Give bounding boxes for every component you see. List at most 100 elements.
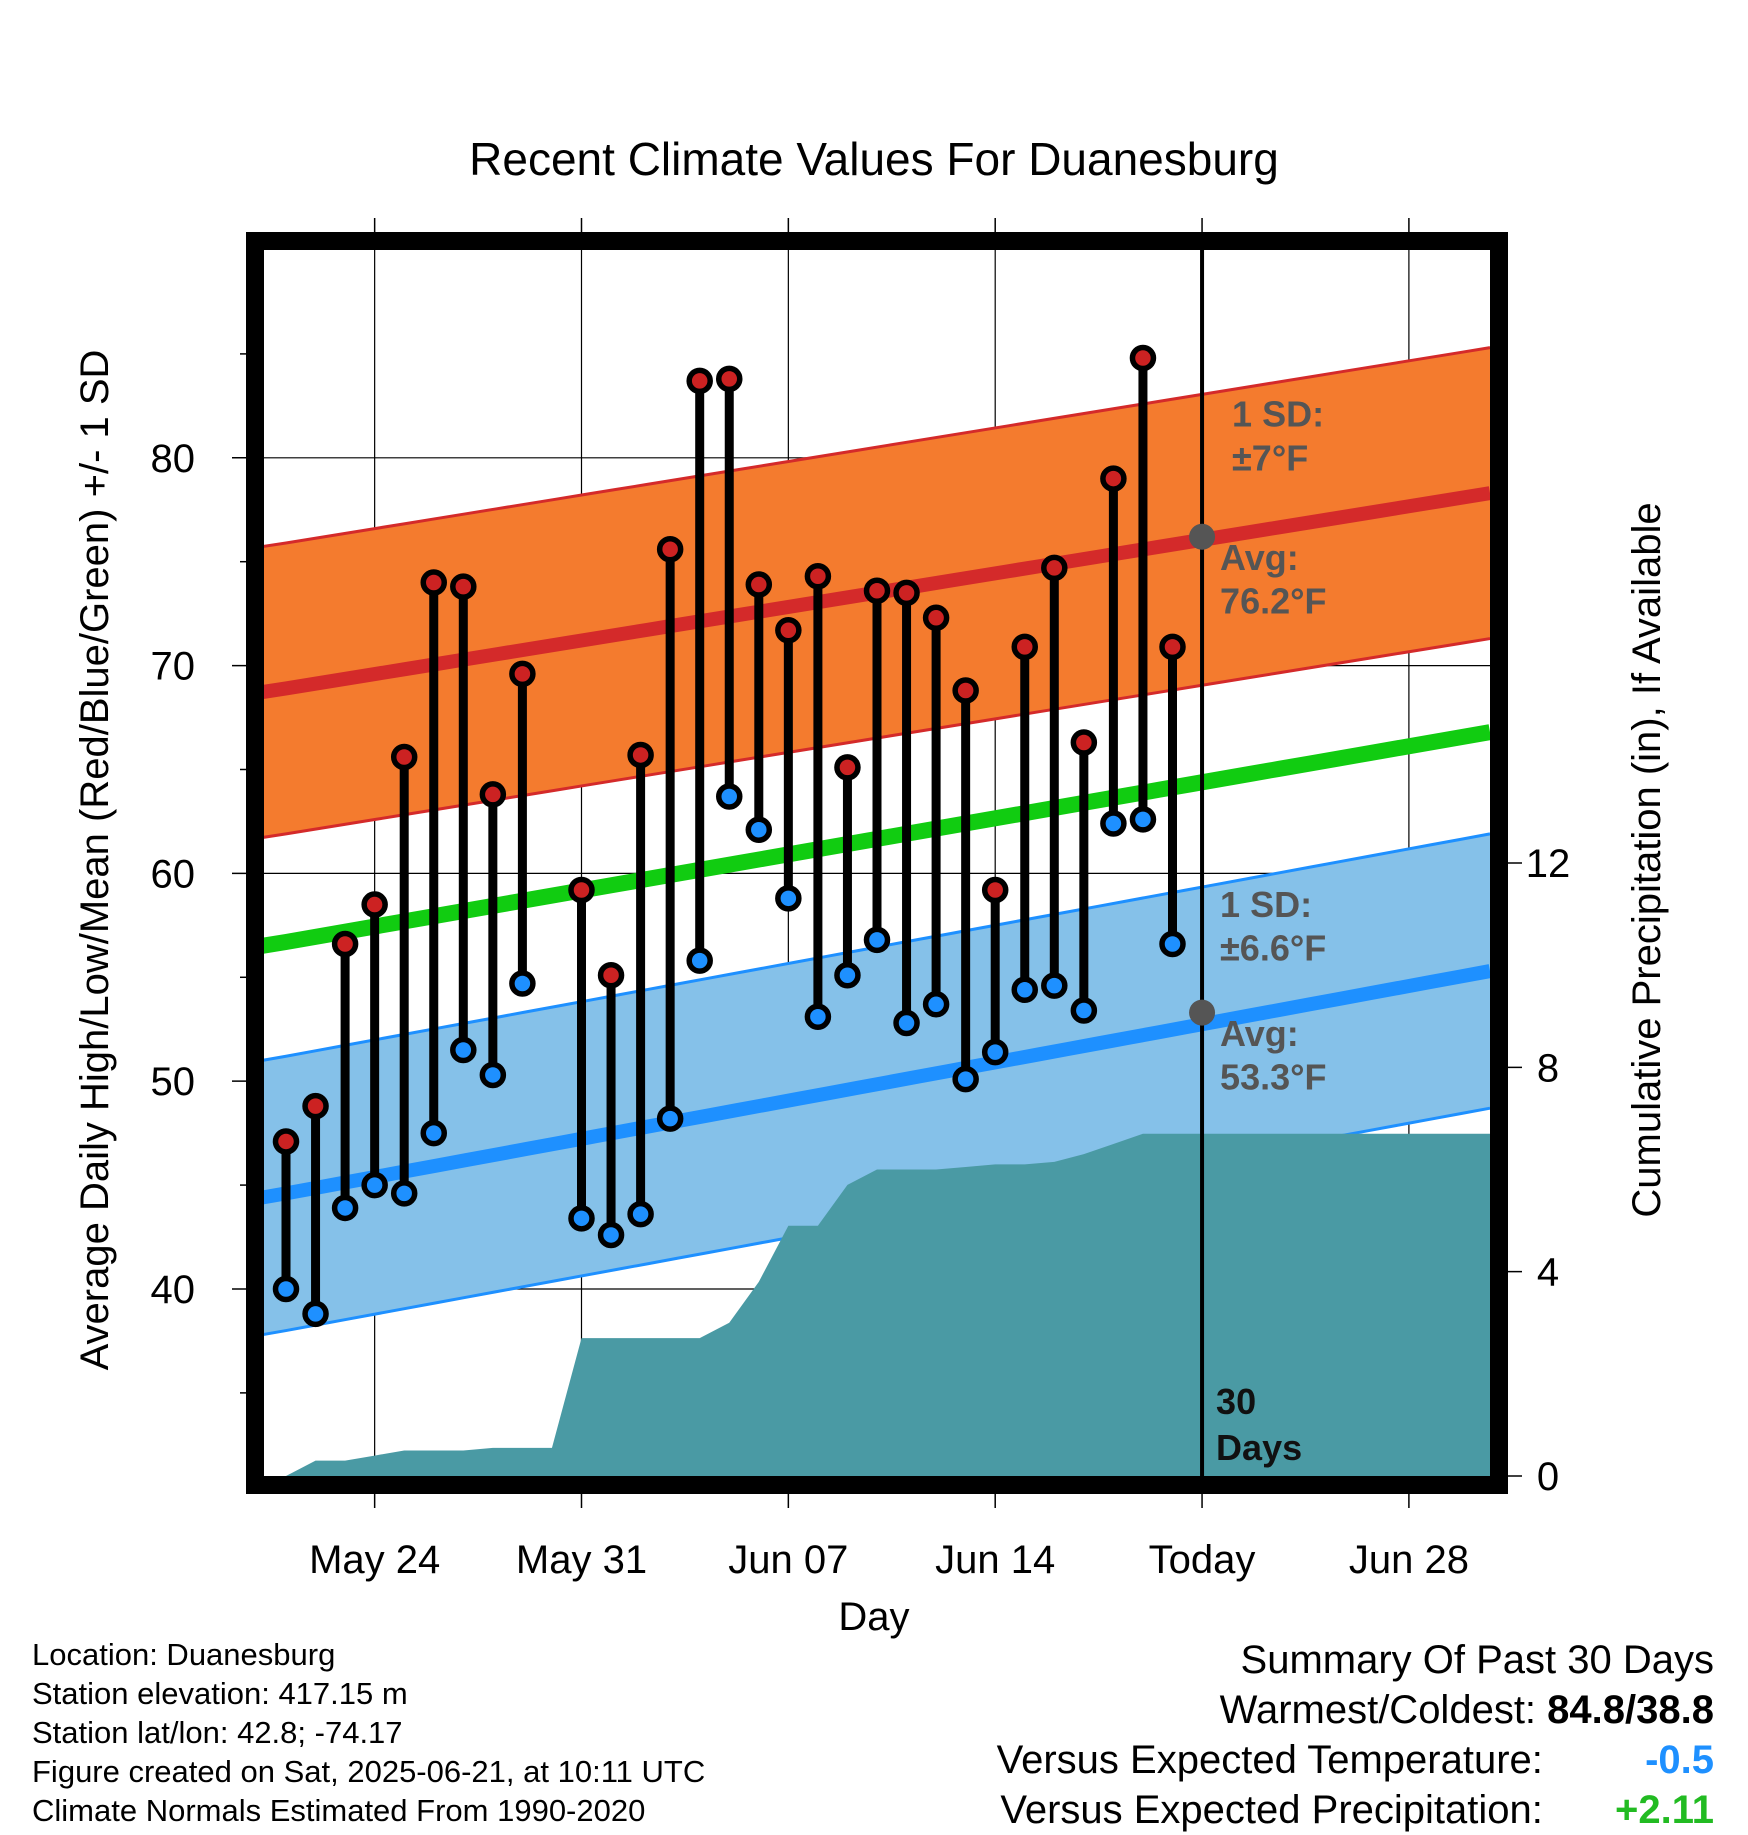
daily-low-point — [716, 783, 743, 810]
daily-low-point — [627, 1200, 654, 1228]
created-text: Figure created on Sat, 2025-06-21, at 10… — [32, 1754, 706, 1789]
y-tick-label: 80 — [151, 437, 196, 481]
daily-high-point — [331, 930, 359, 958]
summary-temperature: Versus Expected Temperature: -0.5 — [997, 1735, 1714, 1785]
chart-title: Recent Climate Values For Duanesburg — [469, 133, 1279, 185]
summary-panel: Summary Of Past 30 Days Warmest/Coldest:… — [997, 1635, 1714, 1835]
daily-low-point — [804, 1003, 832, 1031]
temp-label: Versus Expected Temperature: — [996, 1738, 1543, 1782]
daily-high-point — [1129, 344, 1157, 372]
daily-high-point — [509, 660, 536, 688]
y2-axis-label: Cumulative Precipitation (in), If Availa… — [1625, 502, 1669, 1217]
y-tick-label: 70 — [151, 645, 196, 689]
high-sd-label: 1 SD: — [1232, 394, 1324, 435]
warmest-coldest-value: 84.8/38.8 — [1547, 1688, 1714, 1732]
daily-high-point — [302, 1092, 329, 1120]
daily-high-point — [420, 569, 447, 596]
daily-high-point — [272, 1128, 300, 1155]
daily-high-point — [716, 365, 743, 393]
normals-text: Climate Normals Estimated From 1990-2020 — [32, 1793, 646, 1828]
daily-low-point — [450, 1036, 477, 1064]
daily-high-point — [981, 876, 1009, 904]
y2-tick-label: 12 — [1526, 842, 1571, 886]
daily-high-point — [597, 961, 625, 989]
high-sd-value: ±7°F — [1232, 437, 1308, 478]
low-normal-line — [262, 964, 1492, 1205]
temp-value: -0.5 — [1645, 1738, 1714, 1782]
daily-low-point — [893, 1009, 920, 1037]
precip-value: +2.11 — [1614, 1788, 1714, 1832]
daily-low-point — [509, 970, 536, 997]
daily-low-point — [1129, 806, 1157, 833]
daily-low-point — [834, 961, 861, 989]
daily-low-point — [952, 1065, 979, 1093]
daily-high-point — [1100, 465, 1127, 492]
daily-high-point — [1011, 633, 1038, 661]
daily-low-point — [597, 1221, 625, 1249]
daily-low-point — [302, 1300, 329, 1328]
daily-low-point — [331, 1194, 359, 1222]
low-sd-value: ±6.6°F — [1220, 928, 1326, 969]
daily-high-point — [893, 579, 920, 607]
daily-high-point — [804, 562, 832, 590]
daily-high-point — [775, 617, 802, 644]
y-tick-label: 60 — [151, 852, 196, 896]
daily-high-point — [834, 754, 861, 781]
daily-high-point — [450, 573, 477, 600]
daily-high-point — [390, 743, 418, 771]
y-tick-label: 50 — [151, 1060, 196, 1104]
daily-high-point — [863, 577, 891, 605]
x-tick-label: May 24 — [309, 1538, 440, 1582]
y2-tick-label: 4 — [1537, 1251, 1559, 1295]
today-high-normal-marker — [1189, 523, 1216, 550]
x-tick-label: Today — [1149, 1538, 1256, 1582]
precip-area — [286, 1133, 1492, 1478]
daily-low-point — [361, 1171, 388, 1199]
daily-low-point — [656, 1105, 684, 1132]
plot-frame — [246, 232, 1508, 1494]
x-tick-label: Jun 07 — [728, 1538, 848, 1582]
summary-heading: Summary Of Past 30 Days — [1240, 1638, 1714, 1682]
daily-low-point — [479, 1061, 507, 1089]
low-sd-label: 1 SD: — [1220, 884, 1312, 925]
daily-low-point — [1100, 810, 1127, 837]
daily-low-point — [1041, 972, 1068, 999]
daily-low-point — [1070, 997, 1098, 1024]
station-info: Location: Duanesburg Station elevation: … — [32, 1635, 705, 1830]
daily-high-point — [627, 741, 654, 769]
daily-high-point — [568, 876, 595, 904]
daily-low-point — [686, 947, 713, 974]
daily-low-point — [863, 926, 891, 954]
y-axis-label: Average Daily High/Low/Mean (Red/Blue/Gr… — [73, 350, 117, 1371]
y2-tick-label: 8 — [1537, 1046, 1559, 1090]
daily-high-point — [745, 571, 773, 598]
location-text: Location: Duanesburg — [32, 1637, 336, 1672]
high-avg-label: Avg: — [1220, 537, 1299, 578]
daily-low-point — [775, 885, 802, 912]
daily-low-point — [981, 1038, 1009, 1066]
daily-low-point — [272, 1275, 300, 1303]
daily-high-point — [922, 604, 950, 632]
latlon-text: Station lat/lon: 42.8; -74.17 — [32, 1715, 403, 1750]
x-tick-label: Jun 14 — [935, 1538, 1055, 1582]
daily-high-point — [1041, 554, 1068, 582]
low-avg-value: 53.3°F — [1220, 1056, 1326, 1097]
axes: 40 50 60 70 80 0 4 8 12 May 24 May 31 Jun 07 Jun 14 T… — [151, 218, 1571, 1582]
today-days-word: Days — [1216, 1427, 1302, 1468]
daily-low-point — [922, 991, 950, 1018]
summary-precipitation: Versus Expected Precipitation: +2.11 — [997, 1785, 1714, 1835]
daily-high-point — [656, 535, 684, 563]
daily-high-point — [479, 781, 507, 808]
daily-high-point — [1070, 729, 1098, 756]
daily-low-point — [420, 1119, 447, 1147]
today-low-normal-marker — [1189, 999, 1216, 1026]
daily-low-point — [745, 816, 773, 844]
y-tick-label: 40 — [151, 1268, 196, 1312]
low-avg-label: Avg: — [1220, 1013, 1299, 1054]
today-days-count: 30 — [1216, 1381, 1256, 1422]
x-axis-label: Day — [838, 1595, 909, 1639]
x-tick-label: Jun 28 — [1349, 1538, 1469, 1582]
precip-label: Versus Expected Precipitation: — [1000, 1788, 1543, 1832]
